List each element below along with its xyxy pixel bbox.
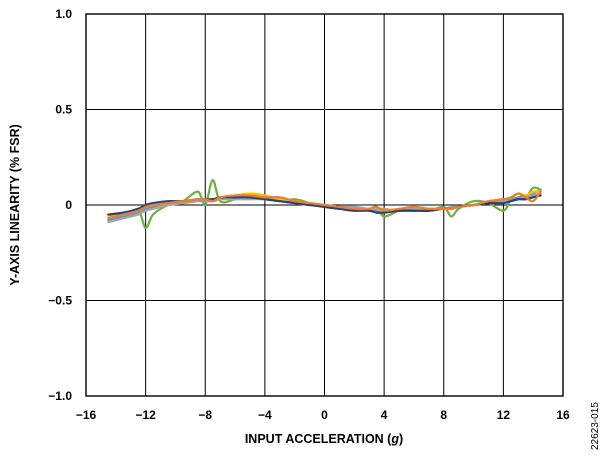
x-tick-label: 8 [440,408,447,422]
x-tick-label: −8 [198,408,212,422]
x-tick-label: 4 [381,408,388,422]
y-tick-label: −1.0 [48,389,72,403]
x-axis-title: INPUT ACCELERATION (g) [245,432,403,446]
y-tick-label: 0.5 [55,103,72,117]
y-tick-label: 1.0 [55,7,72,21]
y-tick-label: 0 [65,198,72,212]
y-axis-title: Y-AXIS LINEARITY (% FSR) [8,124,22,286]
x-tick-labels: −16 −12 −8 −4 0 4 8 12 16 [76,408,570,422]
data-series [107,179,542,230]
plot-frame [85,13,564,397]
x-tick-label: 12 [497,408,511,422]
x-tick-label: 0 [321,408,328,422]
series-line-6 [107,190,542,220]
x-tick-label: −12 [135,408,156,422]
y-tick-label: −0.5 [48,294,72,308]
x-tick-label: −4 [258,408,272,422]
x-tick-label: −16 [76,408,97,422]
y-tick-labels: 1.0 0.5 0 −0.5 −1.0 [48,7,72,403]
x-tick-label: 16 [556,408,570,422]
figure-id: 22623-015 [590,402,601,450]
